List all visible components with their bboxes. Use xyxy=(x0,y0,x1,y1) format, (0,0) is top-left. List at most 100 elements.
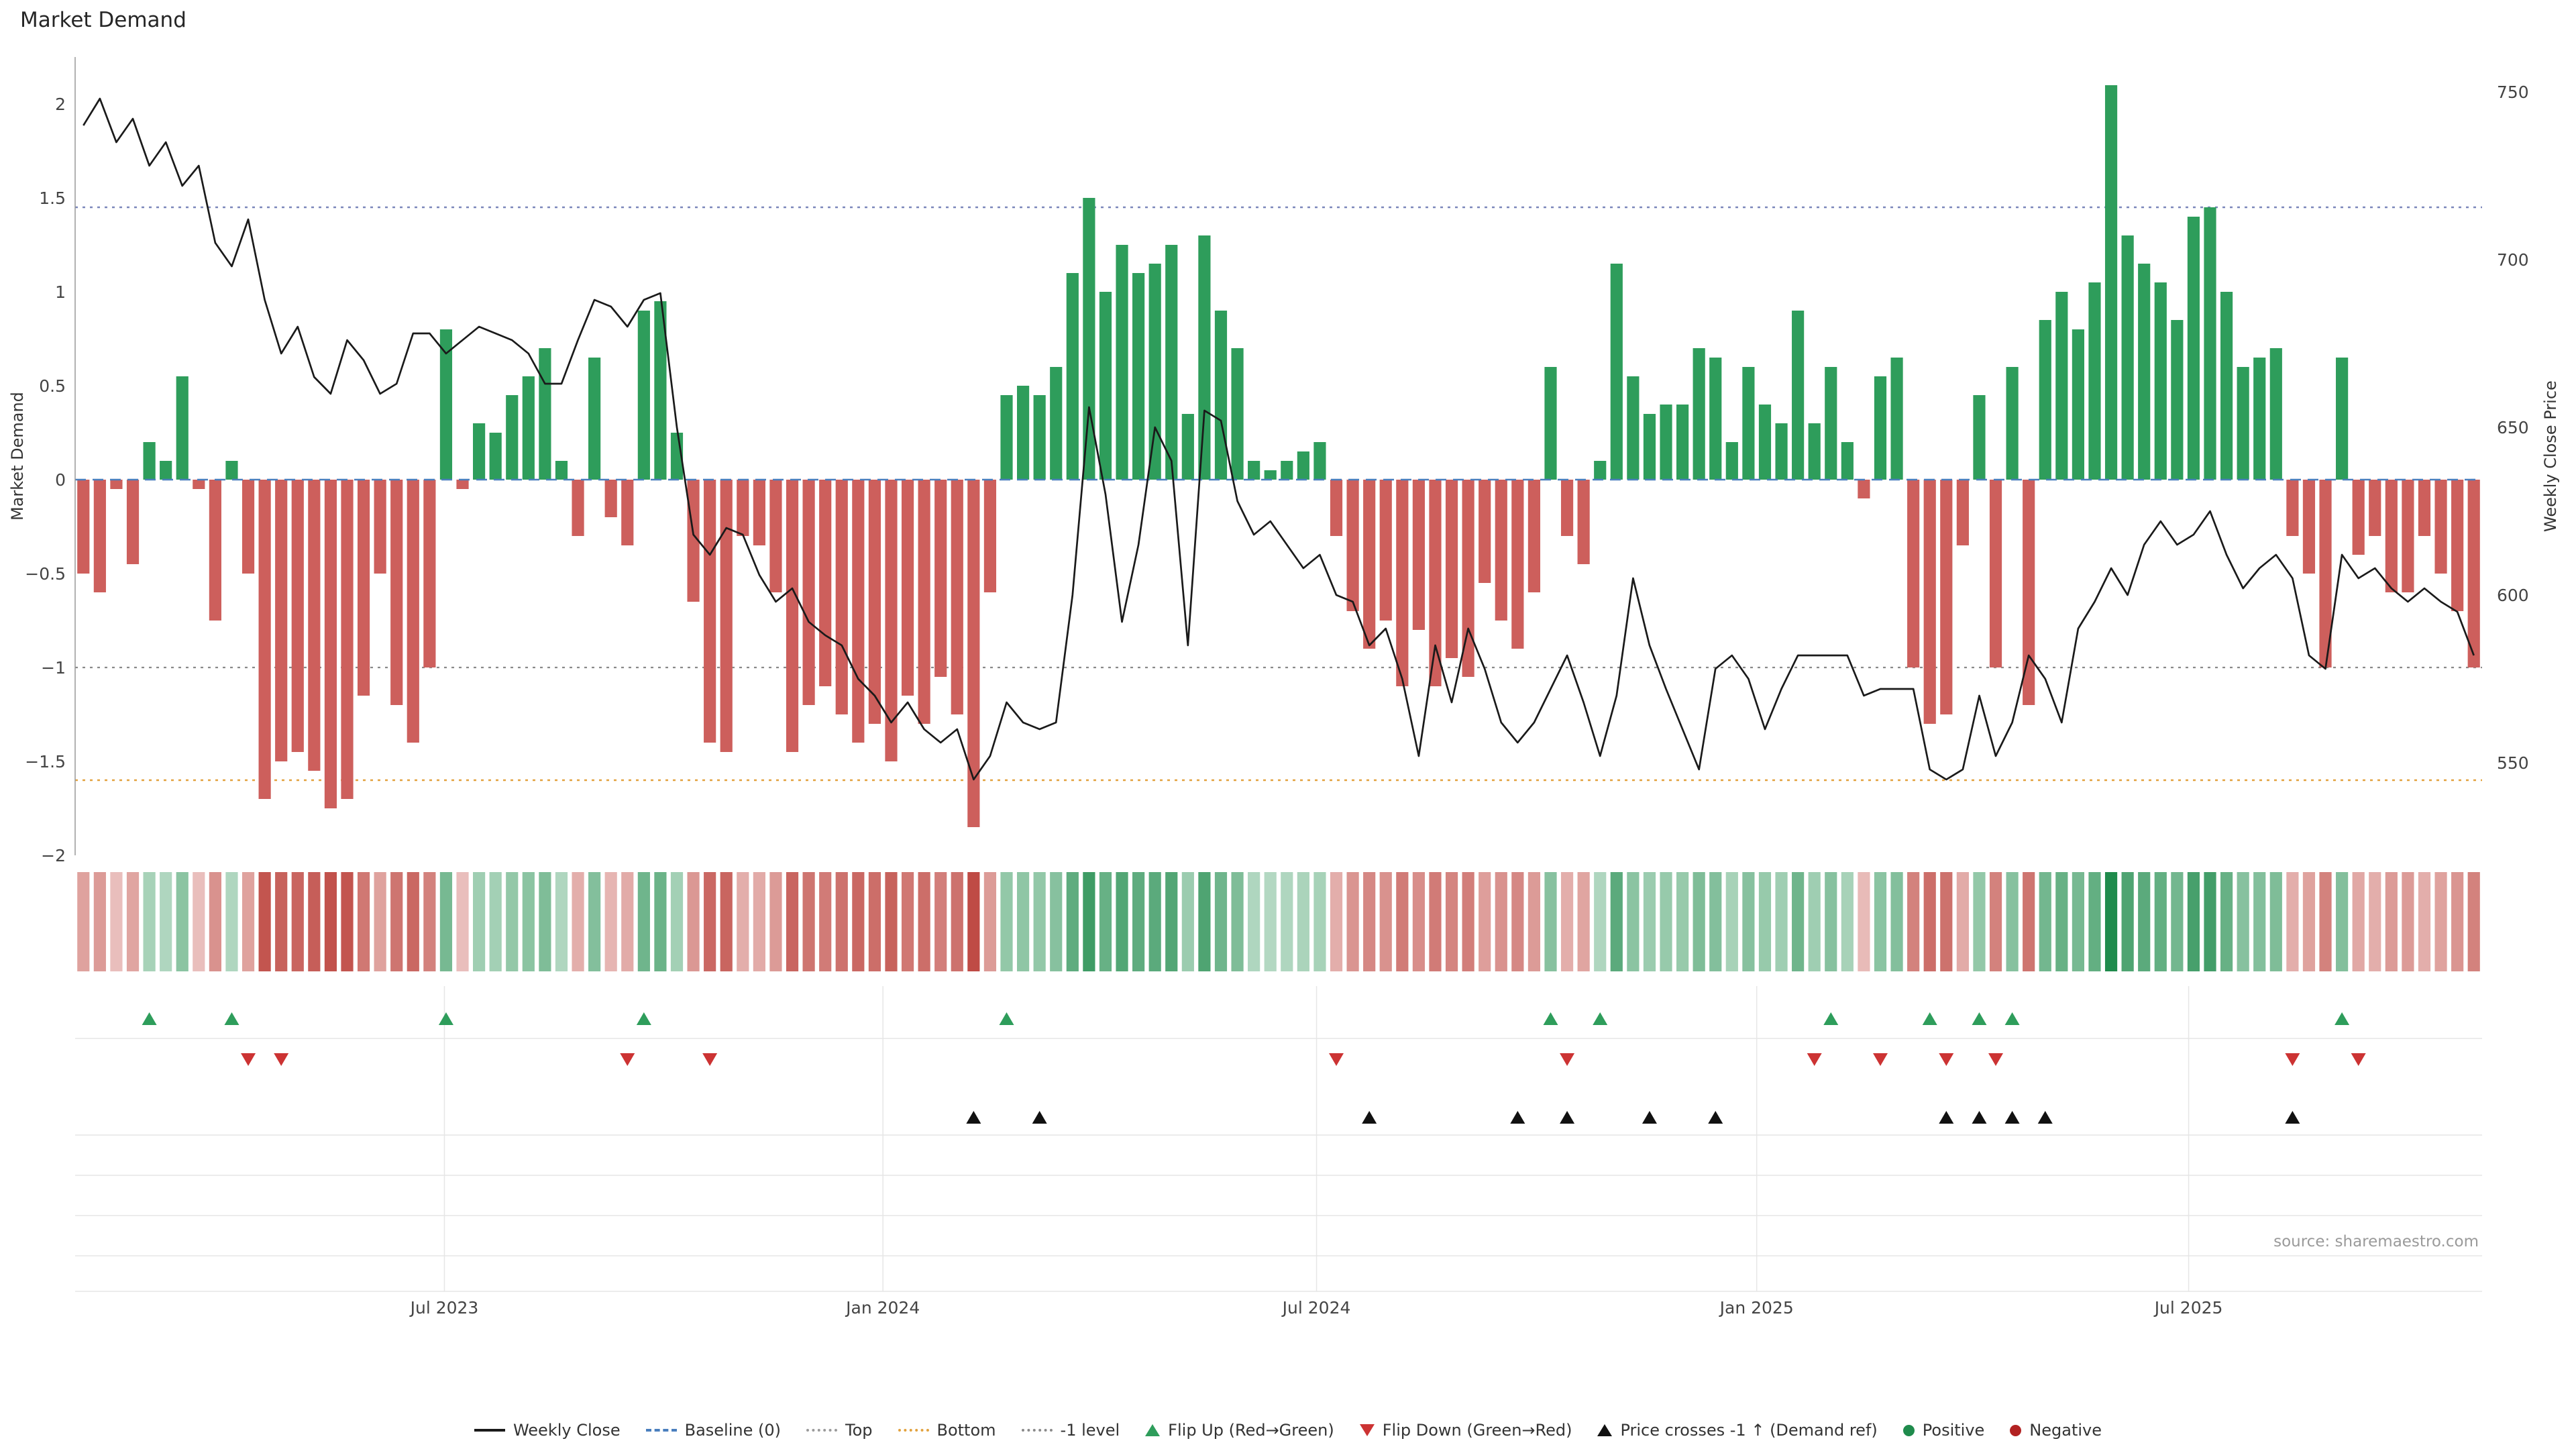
demand-bar-negative xyxy=(2434,480,2447,574)
demand-bar-negative xyxy=(753,480,765,545)
heatmap-cell xyxy=(2220,872,2233,971)
legend-glyph-tri-up-icon xyxy=(1597,1424,1613,1436)
heatmap-cell xyxy=(2467,872,2480,971)
flip-up-marker xyxy=(142,1012,157,1025)
heatmap-cell xyxy=(522,872,535,971)
heatmap-cell xyxy=(506,872,519,971)
demand-bar-negative xyxy=(1956,480,1969,545)
heatmap-cell xyxy=(1148,872,1161,971)
heatmap-cell xyxy=(1181,872,1194,971)
heatmap-cell xyxy=(1511,872,1524,971)
heatmap-cell xyxy=(555,872,568,971)
price-cross-marker xyxy=(2285,1111,2300,1124)
legend-glyph-tri-down-icon xyxy=(1359,1424,1375,1436)
flip-up-marker xyxy=(1593,1012,1608,1025)
legend-glyph-circle-icon xyxy=(2010,1424,2022,1436)
demand-bar-negative xyxy=(77,480,90,574)
demand-bar-positive xyxy=(1181,414,1194,480)
flip-down-marker xyxy=(620,1053,635,1066)
demand-bar-negative xyxy=(1445,480,1458,658)
demand-bar-negative xyxy=(967,480,980,827)
legend-item: Negative xyxy=(2010,1421,2102,1440)
demand-bar-negative xyxy=(2385,480,2398,592)
heatmap-cell xyxy=(2385,872,2398,971)
demand-bar-negative xyxy=(341,480,354,799)
demand-bar-negative xyxy=(423,480,436,667)
heatmap-cell xyxy=(324,872,337,971)
demand-bar-positive xyxy=(1610,264,1623,480)
demand-bar-negative xyxy=(193,480,205,489)
heatmap-cell xyxy=(1445,872,1458,971)
flip-up-marker xyxy=(224,1012,239,1025)
heatmap-cell xyxy=(126,872,140,971)
heatmap-cell xyxy=(241,872,255,971)
left-axis-tick-label: 0.5 xyxy=(39,376,66,396)
demand-bar-positive xyxy=(1132,273,1145,480)
heatmap-cell xyxy=(1313,872,1326,971)
heatmap-cell xyxy=(473,872,486,971)
heatmap-cell xyxy=(439,872,453,971)
heatmap-cell xyxy=(1676,872,1689,971)
heatmap-cell xyxy=(2352,872,2365,971)
demand-bar-positive xyxy=(176,376,189,480)
demand-bar-positive xyxy=(1264,470,1277,480)
demand-bar-positive xyxy=(1313,442,1326,480)
heatmap-cell xyxy=(2121,872,2134,971)
demand-bar-negative xyxy=(1330,480,1343,536)
demand-bar-positive xyxy=(1693,348,1705,480)
demand-bar-negative xyxy=(275,480,288,761)
demand-bar-negative xyxy=(1429,480,1442,686)
heatmap-cell xyxy=(1330,872,1343,971)
right-axis-tick-label: 650 xyxy=(2497,418,2529,437)
demand-bar-negative xyxy=(1363,480,1376,649)
heatmap-cell xyxy=(423,872,436,971)
demand-bar-positive xyxy=(2121,235,2134,480)
heatmap-cell xyxy=(1792,872,1805,971)
flip-up-marker xyxy=(999,1012,1014,1025)
heatmap-cell xyxy=(2237,872,2249,971)
heatmap-cell xyxy=(2418,872,2431,971)
heatmap-cell xyxy=(737,872,749,971)
heatmap-cell xyxy=(1643,872,1656,971)
heatmap-cell xyxy=(1610,872,1623,971)
heatmap-cell xyxy=(1479,872,1491,971)
heatmap-cell xyxy=(753,872,765,971)
heatmap-cell xyxy=(604,872,617,971)
heatmap-cell xyxy=(1858,872,1870,971)
heatmap-cell xyxy=(1346,872,1359,971)
demand-bar-positive xyxy=(1248,461,1260,480)
demand-bar-positive xyxy=(522,376,535,480)
heatmap-cell xyxy=(1577,872,1590,971)
demand-bar-negative xyxy=(852,480,865,743)
demand-bar-positive xyxy=(637,311,650,480)
demand-bar-negative xyxy=(110,480,123,489)
legend-item: Weekly Close xyxy=(474,1421,621,1440)
heatmap-cell xyxy=(1923,872,1936,971)
heatmap-cell xyxy=(2006,872,2019,971)
price-cross-marker xyxy=(966,1111,981,1124)
demand-bar-positive xyxy=(2204,207,2216,480)
heatmap-cell xyxy=(1379,872,1392,971)
demand-bar-positive xyxy=(1792,311,1805,480)
demand-bar-negative xyxy=(456,480,469,489)
demand-bar-negative xyxy=(604,480,617,517)
price-cross-marker xyxy=(1642,1111,1657,1124)
demand-bar-positive xyxy=(2253,358,2266,480)
flip-down-marker xyxy=(1939,1053,1954,1066)
heatmap-cell xyxy=(1775,872,1788,971)
legend-label: Flip Up (Red→Green) xyxy=(1168,1421,1334,1440)
heatmap-cell xyxy=(2319,872,2332,971)
heatmap-cell xyxy=(209,872,221,971)
heatmap-cell xyxy=(687,872,700,971)
flip-down-marker xyxy=(241,1053,256,1066)
demand-bar-positive xyxy=(1676,405,1689,480)
demand-bar-negative xyxy=(1560,480,1574,536)
demand-bar-negative xyxy=(291,480,304,752)
demand-bar-positive xyxy=(1116,245,1128,480)
heatmap-cell xyxy=(1560,872,1574,971)
demand-bar-positive xyxy=(1758,405,1772,480)
demand-bar-positive xyxy=(555,461,568,480)
flip-up-marker xyxy=(2004,1012,2020,1025)
heatmap-cell xyxy=(1297,872,1309,971)
